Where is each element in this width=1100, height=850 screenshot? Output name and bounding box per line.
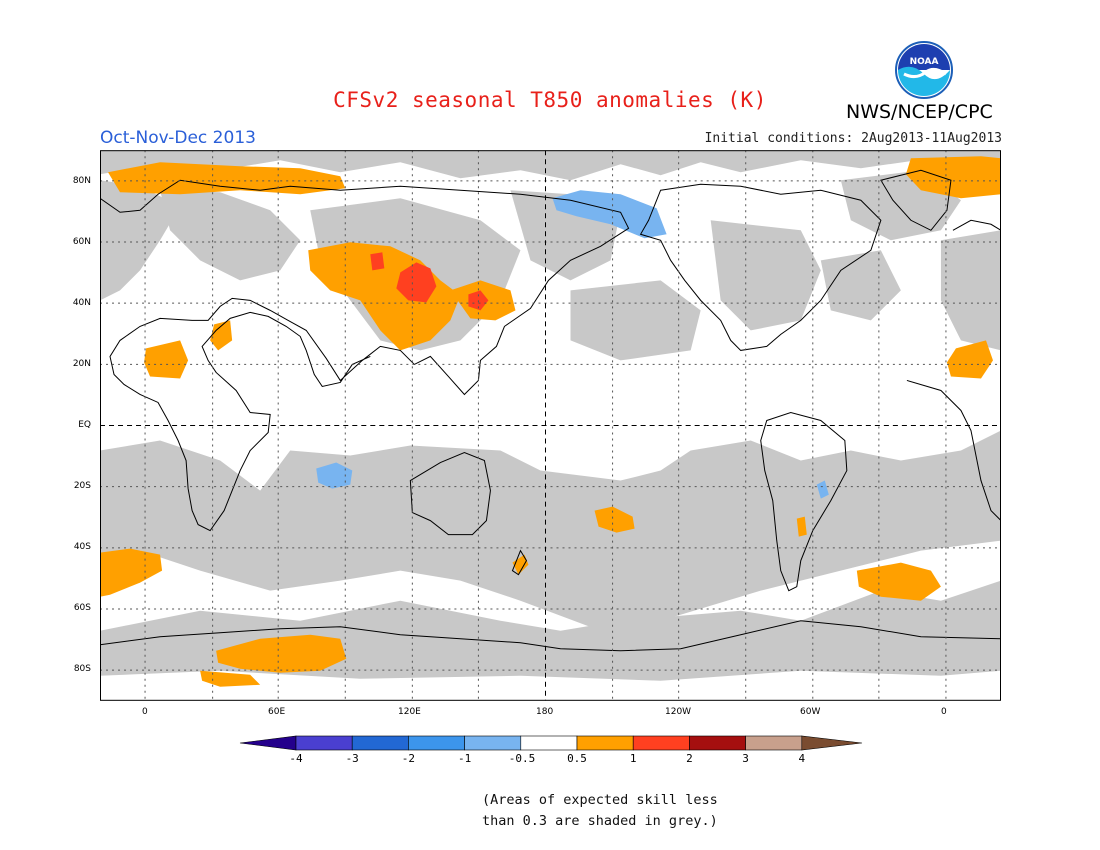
antarctic-interior — [100, 670, 1001, 701]
initial-conditions-label: Initial conditions: 2Aug2013-11Aug2013 — [704, 131, 1002, 146]
lat-label: 80S — [73, 664, 91, 674]
colorbar-tick-label: -2 — [401, 752, 416, 765]
noaa-logo: NOAA — [895, 41, 953, 99]
strong-positive-anomaly-areas — [370, 252, 489, 311]
lon-label: 180 — [536, 707, 554, 717]
colorbar-segment — [408, 735, 465, 751]
colorbar-segment — [801, 735, 863, 751]
colorbar-segment — [632, 735, 690, 751]
lat-label: EQ — [78, 420, 91, 430]
map-title: CFSv2 seasonal T850 anomalies (K) — [333, 88, 767, 112]
colorbar-tick-label: 3 — [742, 752, 749, 765]
lat-label: 80N — [72, 176, 91, 186]
noaa-logo-text: NOAA — [910, 57, 939, 67]
skill-note-line1: (Areas of expected skill less — [482, 792, 718, 808]
lat-label: 60S — [73, 603, 91, 613]
colorbar-tick-label: 4 — [798, 752, 806, 765]
lat-label: 20S — [73, 481, 91, 491]
colorbar-tick-label: -0.5 — [508, 752, 536, 765]
coastlines — [100, 169, 1001, 652]
graticule — [100, 150, 1001, 701]
colorbar-tick-label: 0.5 — [567, 752, 587, 765]
lat-label: 40S — [73, 542, 91, 552]
lon-label: 120E — [398, 707, 421, 717]
lon-label: 0 — [142, 707, 148, 717]
colorbar-tick-label: 1 — [629, 752, 637, 765]
agency-label: NWS/NCEP/CPC — [846, 101, 993, 123]
colorbar-tick-label: -4 — [289, 752, 303, 765]
colorbar-segment — [520, 735, 578, 751]
colorbar-segment — [745, 735, 803, 751]
colorbar-segment — [464, 735, 522, 751]
lat-label: 60N — [72, 237, 91, 247]
season-label: Oct-Nov-Dec 2013 — [100, 128, 256, 148]
colorbar-segment — [689, 735, 746, 751]
lon-label: 60E — [268, 707, 286, 717]
colorbar-segment — [576, 735, 634, 751]
lat-label: 40N — [72, 298, 91, 308]
map-frame — [100, 150, 1001, 701]
lat-label: 20N — [72, 359, 91, 369]
colorbar-segment — [351, 735, 409, 751]
lon-label: 120W — [665, 707, 692, 717]
skill-note-line2: than 0.3 are shaded in grey.) — [482, 813, 718, 829]
colorbar-tick-label: -1 — [457, 752, 472, 765]
colorbar-segment — [295, 735, 353, 751]
lon-label: 60W — [800, 707, 821, 717]
lon-label: 0 — [941, 707, 947, 717]
positive-anomaly-areas — [100, 156, 1001, 687]
colorbar-tick-label: 2 — [686, 752, 693, 765]
colorbar — [239, 735, 863, 751]
anomaly-map — [100, 150, 1001, 701]
colorbar-segment — [239, 735, 297, 751]
colorbar-tick-label: -3 — [345, 752, 359, 765]
reference-lines — [100, 150, 1001, 701]
negative-anomaly-areas — [316, 190, 829, 499]
